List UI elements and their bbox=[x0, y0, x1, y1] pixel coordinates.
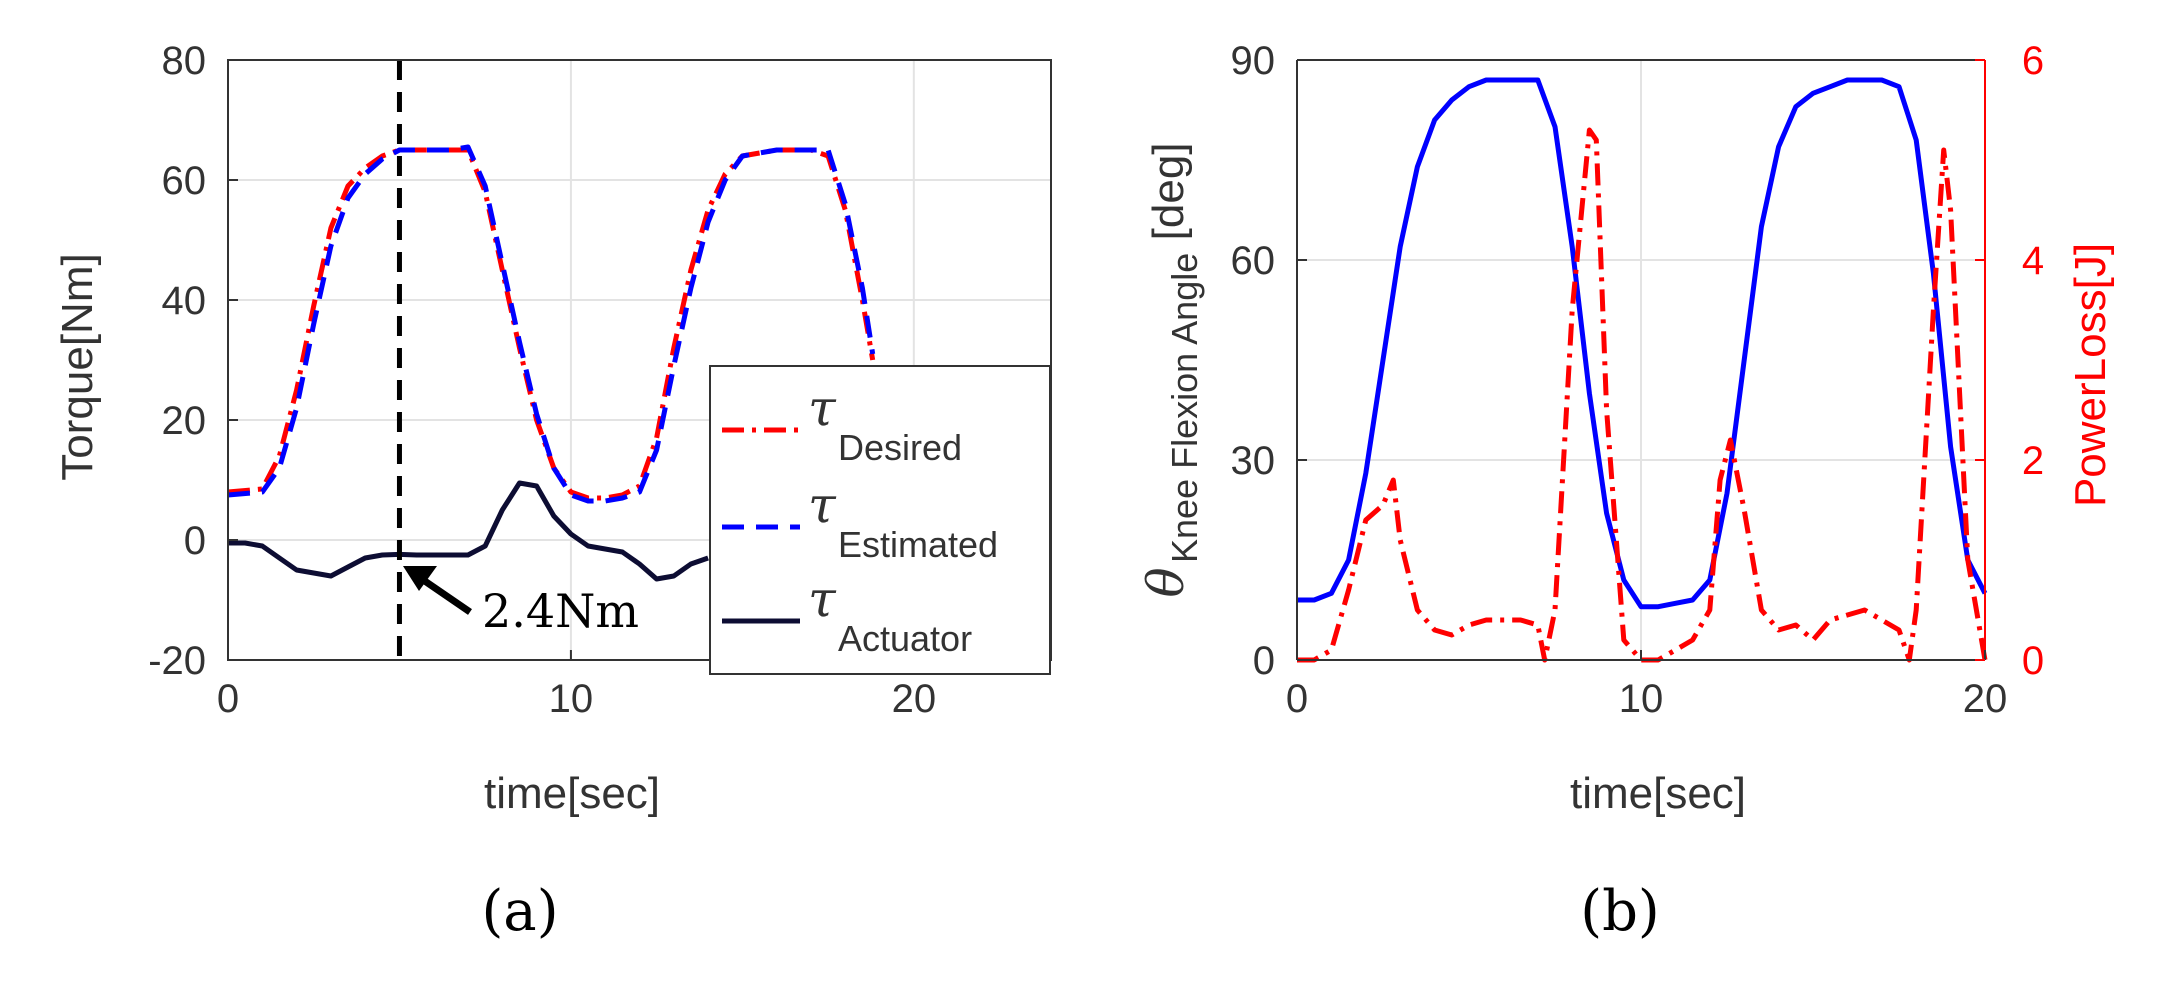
legend-label-desired: Desired bbox=[838, 427, 962, 468]
panel-label-b: (b) bbox=[1580, 879, 1660, 944]
series-line-1 bbox=[1297, 127, 1988, 663]
legend-symbol-estimated: τ bbox=[808, 476, 837, 534]
y-tick-label: -20 bbox=[148, 639, 206, 683]
chart-b-grid bbox=[1296, 59, 1986, 661]
chart-b-ylabel-left: θ Knee Flexion Angle [deg] bbox=[1137, 142, 1205, 597]
chart-a-frame bbox=[227, 59, 1052, 661]
series-line-0 bbox=[1297, 77, 1988, 610]
annotation-text: 2.4Nm bbox=[482, 584, 639, 638]
x-tick-label: 20 bbox=[892, 677, 937, 721]
y-tick-label: 80 bbox=[162, 39, 207, 83]
chart-a-ylabel: Torque[Nm] bbox=[53, 253, 102, 480]
y-left-tick-label: 0 bbox=[1253, 639, 1275, 683]
y-tick-label: 40 bbox=[162, 279, 207, 323]
legend-entry-desired: τ Desired bbox=[722, 379, 962, 468]
x-tick-label: 10 bbox=[549, 677, 594, 721]
y-right-tick-label: 2 bbox=[2022, 439, 2044, 483]
svg-text:θ Knee Flexion Angle: θ Knee Flexion Angle [deg] bbox=[1137, 142, 1205, 597]
ylabel-left-subscript: Knee Flexion Angle bbox=[1164, 253, 1205, 563]
annotation-arrow-head bbox=[403, 566, 437, 591]
y-tick-label: 60 bbox=[162, 159, 207, 203]
ylabel-left-unit: [deg] bbox=[1144, 142, 1193, 240]
chart-b-ylabel-right: PowerLoss[J] bbox=[2066, 243, 2115, 507]
legend-label-estimated: Estimated bbox=[838, 524, 998, 565]
x-tick-label: 10 bbox=[1619, 677, 1664, 721]
x-tick-label: 0 bbox=[1286, 677, 1308, 721]
y-right-tick-label: 6 bbox=[2022, 39, 2044, 83]
legend-label-actuator: Actuator bbox=[838, 618, 972, 659]
legend-entry-actuator: τ Actuator bbox=[722, 570, 972, 659]
chart-b-plot bbox=[1297, 77, 1988, 663]
chart-a-plot-border bbox=[227, 59, 1052, 661]
chart-a-annotation: 2.4Nm bbox=[403, 566, 639, 638]
series-line-estimated bbox=[227, 144, 876, 504]
y-left-tick-label: 90 bbox=[1231, 39, 1276, 83]
chart-b: 0 10 20 0 30 60 90 0 2 4 6 time[sec] θ Knee Flexio… bbox=[1137, 39, 2115, 944]
y-tick-label: 0 bbox=[184, 519, 206, 563]
y-left-tick-label: 60 bbox=[1231, 239, 1276, 283]
x-tick-label: 0 bbox=[217, 677, 239, 721]
y-tick-label: 20 bbox=[162, 399, 207, 443]
ylabel-left-symbol: θ bbox=[1137, 567, 1195, 597]
chart-a-legend: τ Desired τ Estimated τ Actuator bbox=[709, 365, 1051, 675]
x-tick-label: 20 bbox=[1963, 677, 2008, 721]
y-right-tick-label: 4 bbox=[2022, 239, 2044, 283]
chart-a-plot bbox=[227, 144, 876, 582]
legend-entry-estimated: τ Estimated bbox=[722, 476, 998, 565]
chart-b-ticks: 0 10 20 0 30 60 90 0 2 4 6 bbox=[1231, 39, 2045, 721]
y-right-tick-label: 0 bbox=[2022, 639, 2044, 683]
chart-a-xlabel: time[sec] bbox=[484, 769, 660, 818]
legend-symbol-actuator: τ bbox=[808, 570, 837, 628]
y-left-tick-label: 30 bbox=[1231, 439, 1276, 483]
chart-b-xlabel: time[sec] bbox=[1570, 769, 1746, 818]
legend-symbol-desired: τ bbox=[808, 379, 837, 437]
panel-label-a: (a) bbox=[481, 879, 558, 944]
series-line-actuator bbox=[228, 480, 709, 582]
